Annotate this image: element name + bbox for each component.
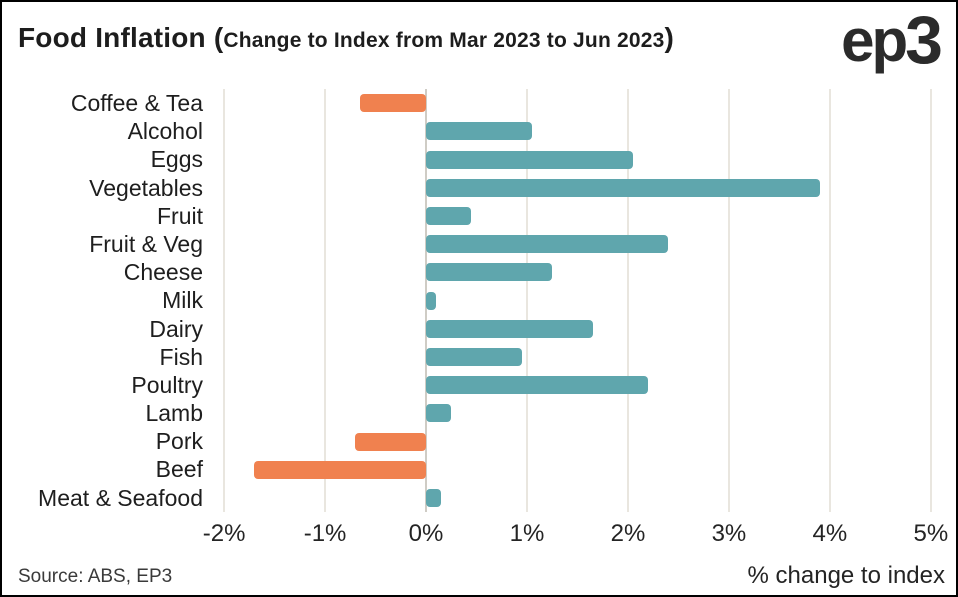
bar — [360, 94, 427, 113]
category-label: Fruit — [157, 202, 203, 229]
x-tick-label: 1% — [509, 520, 545, 547]
bar — [426, 404, 452, 423]
y-axis-category-labels: Coffee & Tea Alcohol Eggs Vegetables Fruit Fr… — [2, 89, 203, 512]
bar — [426, 122, 533, 141]
source-note: Source: ABS, EP3 — [18, 566, 173, 587]
category-label: Coffee & Tea — [70, 90, 203, 116]
category-label: Fruit & Veg — [89, 230, 203, 257]
x-tick-label: 5% — [913, 520, 949, 547]
bar — [426, 347, 522, 366]
x-axis-tick-labels: -2% -1% 0% 1% 2% 3% 4% 5% — [203, 520, 948, 552]
category-label: Cheese — [123, 259, 203, 286]
x-tick-label: 3% — [711, 520, 747, 547]
bar — [254, 460, 427, 479]
category-label: Milk — [162, 287, 203, 314]
x-tick-label: -1% — [303, 520, 347, 547]
bar — [426, 376, 649, 395]
category-label: Poultry — [131, 371, 203, 398]
title-subtitle: Change to Index from Mar 2023 to Jun 202… — [223, 29, 665, 52]
bar — [426, 488, 442, 507]
bar — [426, 263, 553, 282]
gridline — [929, 89, 932, 512]
x-tick-label: 4% — [812, 520, 848, 547]
gridline — [324, 89, 327, 512]
page-title: Food Inflation (Change to Index from Mar… — [18, 18, 674, 55]
category-label: Dairy — [149, 315, 203, 342]
bar — [426, 206, 472, 225]
x-tick-label: 2% — [610, 520, 646, 547]
category-label: Eggs — [150, 146, 203, 173]
title-close-paren: ) — [664, 22, 675, 53]
bar — [426, 291, 437, 310]
category-label: Lamb — [145, 400, 203, 427]
plot-area — [214, 89, 945, 512]
bar — [426, 235, 669, 254]
category-label: Fish — [159, 343, 203, 370]
logo-text-3: 3 — [905, 2, 943, 78]
gridline — [525, 89, 528, 512]
x-axis-label: % change to index — [747, 562, 945, 589]
category-label: Meat & Seafood — [38, 484, 203, 511]
gridline — [223, 89, 226, 512]
category-label: Alcohol — [127, 118, 203, 145]
x-tick-label: 0% — [408, 520, 444, 547]
title-main: Food Inflation ( — [18, 22, 224, 53]
ep3-logo: ep3 — [841, 4, 943, 74]
category-label: Beef — [155, 456, 203, 483]
gridline — [626, 89, 629, 512]
gridline — [727, 89, 730, 512]
gridline — [828, 89, 831, 512]
x-tick-label: -2% — [202, 520, 246, 547]
bar — [355, 432, 427, 451]
bar — [426, 150, 633, 169]
logo-text-ep: ep — [841, 7, 908, 74]
category-label: Pork — [155, 428, 203, 455]
category-label: Vegetables — [89, 174, 203, 201]
bar — [426, 178, 820, 197]
bar — [426, 319, 593, 338]
